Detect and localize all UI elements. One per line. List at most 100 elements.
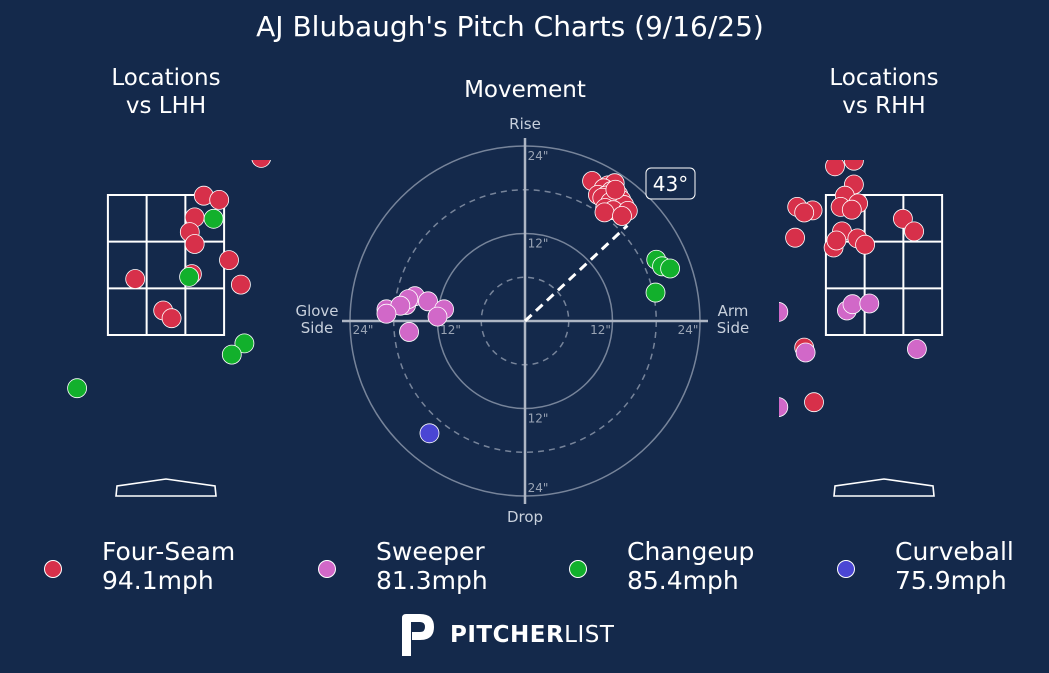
location-point-four-seam: [825, 160, 845, 177]
movement-panel-title: Movement: [464, 77, 586, 103]
axis-label-line: Side: [717, 319, 749, 337]
movement-axis-labels: Rise Drop Glove Side Arm Side: [295, 115, 749, 526]
location-point-four-seam: [841, 199, 862, 220]
chart-title: AJ Blubaugh's Pitch Charts (9/16/25): [256, 10, 764, 43]
lhh-title-line1: Locations: [111, 65, 221, 91]
location-point-four-seam: [794, 202, 815, 223]
rhh-panel-title: Locations vs RHH: [784, 64, 984, 120]
location-point-sweeper: [779, 302, 789, 322]
legend-text: Changeup 85.4mph: [627, 537, 754, 595]
ring-label-bottom-24: 24": [528, 481, 549, 495]
axis-label-line: Glove: [295, 302, 338, 320]
legend-pitch-name: Changeup: [627, 537, 755, 566]
legend-marker: [44, 560, 62, 578]
legend-pitch-name: Sweeper: [376, 537, 485, 566]
lhh-title-line2: vs LHH: [125, 93, 207, 119]
pitch-location-points: [67, 160, 271, 399]
home-plate-outline: [833, 478, 935, 497]
legend-pitch-speed: 85.4mph: [627, 566, 739, 595]
location-point-four-seam: [161, 308, 182, 329]
strike-zone-border: [824, 194, 944, 336]
lhh-pitch-points: [67, 160, 271, 399]
location-point-sweeper: [795, 342, 816, 363]
legend-marker: [569, 560, 587, 578]
brand-wordmark: PITCHERLIST: [450, 622, 614, 648]
axis-label-right: Arm Side: [717, 302, 749, 337]
rhh-pitch-points: [779, 160, 927, 417]
ring-label-left-12: 12": [440, 323, 461, 337]
location-point-four-seam: [844, 160, 864, 171]
ring-label-top-24: 24": [528, 149, 549, 163]
legend-pitch-speed: 81.3mph: [376, 566, 488, 595]
movement-point-four-seam: [612, 206, 632, 226]
pitch-location-points: [779, 160, 927, 417]
movement-point-curveball: [419, 423, 440, 444]
locations-vs-lhh-chart: [67, 160, 271, 497]
movement-point-four-seam: [605, 179, 626, 200]
location-point-four-seam: [251, 160, 271, 168]
location-point-four-seam: [804, 392, 824, 413]
location-point-four-seam: [219, 250, 239, 270]
location-point-sweeper: [842, 294, 863, 315]
movement-point-four-seam: [594, 202, 615, 223]
location-point-four-seam: [125, 269, 146, 289]
home-plate: [833, 478, 935, 497]
rhh-title-line1: Locations: [829, 65, 939, 91]
arm-angle-badge: [645, 167, 696, 200]
legend-pitch-name: Four-Seam: [102, 537, 236, 566]
ring-label-bottom-12: 12": [528, 412, 549, 426]
legend-pitch-speed: 94.1mph: [102, 566, 214, 595]
location-point-four-seam: [904, 221, 925, 242]
pitcherlist-logo-icon: [402, 614, 434, 656]
location-point-changeup: [203, 208, 224, 229]
axis-label-top: Rise: [509, 115, 541, 133]
home-plate-outline: [115, 478, 217, 497]
location-point-four-seam: [209, 190, 230, 210]
legend-marker: [837, 560, 855, 578]
movement-point-sweeper: [399, 322, 419, 342]
axis-label-left: Glove Side: [295, 302, 338, 337]
location-point-four-seam: [230, 274, 251, 295]
axis-label-line: Side: [301, 319, 333, 337]
pitcherlist-brand: PITCHERLIST: [398, 612, 638, 658]
movement-point-sweeper: [427, 306, 448, 327]
location-point-four-seam: [826, 230, 847, 251]
location-point-changeup: [67, 378, 88, 399]
legend-text: Four-Seam 94.1mph: [102, 537, 235, 595]
rhh-title-line2: vs RHH: [842, 93, 926, 119]
location-point-sweeper: [859, 293, 880, 314]
location-point-changeup: [221, 344, 242, 365]
legend-text: Curveball 75.9mph: [895, 537, 1014, 595]
ring-label-left-24: 24": [353, 323, 374, 337]
location-point-four-seam: [855, 234, 875, 255]
axis-label-bottom: Drop: [507, 508, 543, 526]
legend-pitch-speed: 75.9mph: [895, 566, 1007, 595]
movement-chart: 24" 12" 12" 24" 24" 12" 12" 24" 43° Rise Drop G…: [295, 115, 749, 526]
movement-point-changeup: [660, 258, 681, 279]
locations-vs-rhh-chart: [779, 160, 944, 497]
home-plate: [115, 478, 217, 497]
legend-text: Sweeper 81.3mph: [376, 537, 488, 595]
movement-point-sweeper: [418, 291, 438, 312]
arm-angle-line: 43°: [523, 167, 696, 323]
ring-label-top-12: 12": [528, 237, 549, 251]
movement-point-sweeper: [376, 303, 397, 324]
ring-label-right-24: 24": [678, 323, 699, 337]
arm-angle-label: 43°: [653, 172, 688, 196]
location-point-four-seam: [893, 208, 913, 229]
arm-angle-dashed-line: [523, 224, 629, 323]
ring-label-right-12: 12": [590, 323, 611, 337]
location-point-four-seam: [785, 227, 806, 248]
location-point-four-seam: [184, 234, 205, 254]
location-point-sweeper: [906, 339, 927, 359]
legend-pitch-name: Curveball: [895, 537, 1014, 566]
location-point-changeup: [179, 267, 200, 287]
movement-points: [376, 171, 681, 444]
brand-bold-text: PITCHER: [450, 622, 565, 648]
location-point-changeup: [234, 333, 255, 354]
location-point-sweeper: [779, 397, 789, 417]
lhh-panel-title: Locations vs LHH: [66, 64, 266, 120]
legend-marker: [318, 560, 336, 578]
brand-light-text: LIST: [564, 622, 615, 648]
